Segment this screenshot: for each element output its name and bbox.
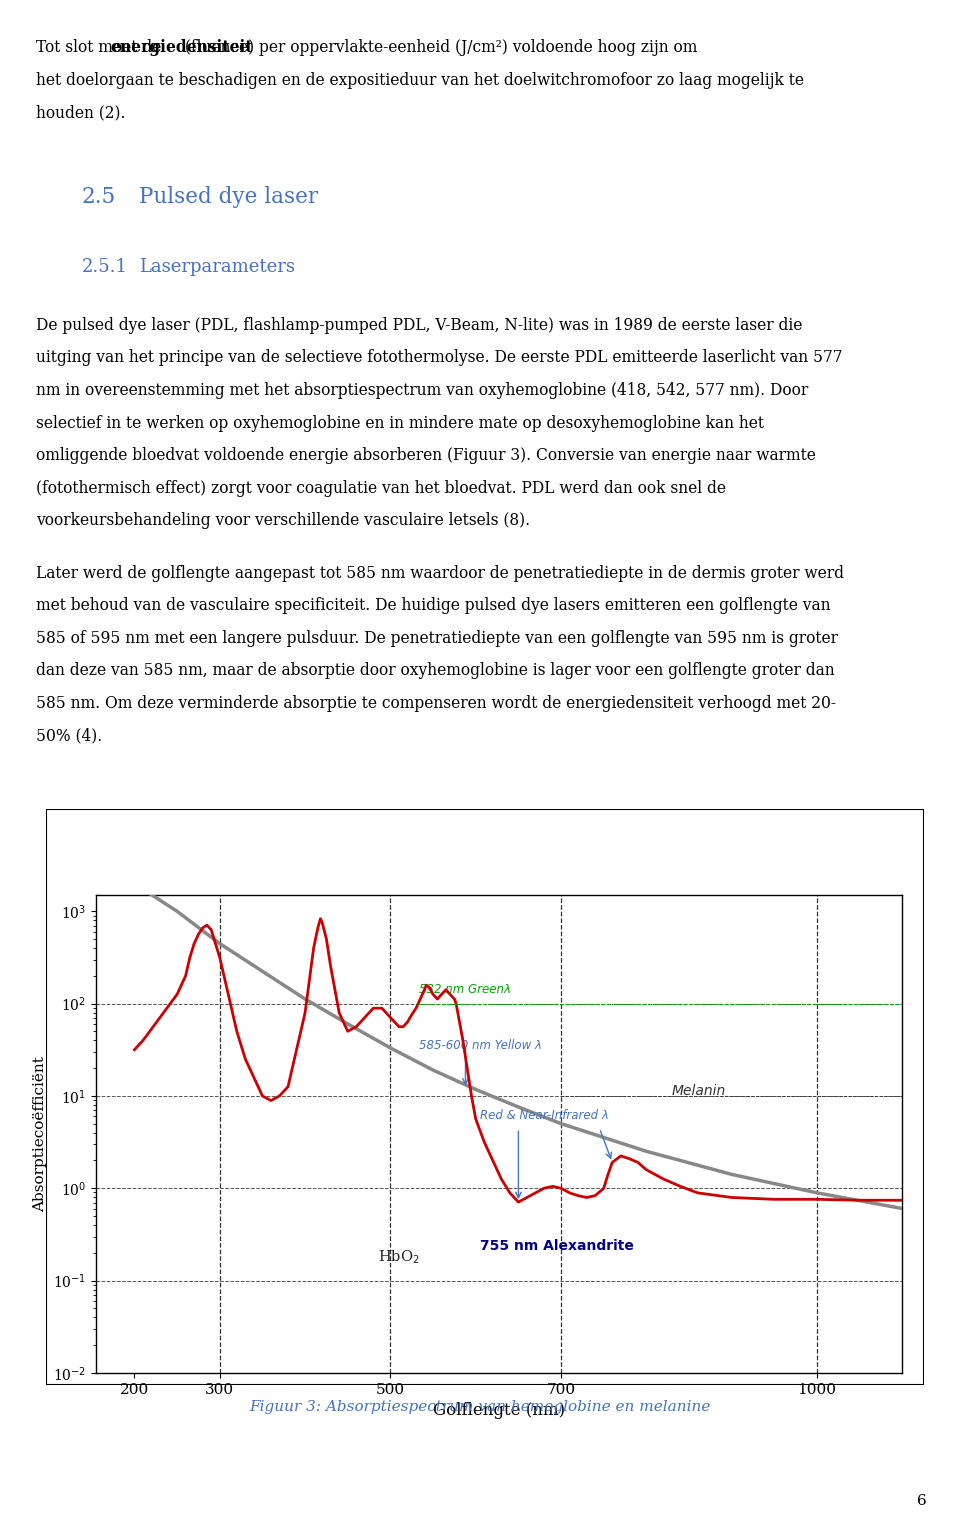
Text: 50% (4).: 50% (4). <box>36 728 103 745</box>
Text: uitging van het principe van de selectieve fotothermolyse. De eerste PDL emittee: uitging van het principe van de selectie… <box>36 349 843 366</box>
Text: nm in overeenstemming met het absorptiespectrum van oxyhemoglobine (418, 542, 57: nm in overeenstemming met het absorpties… <box>36 382 808 399</box>
X-axis label: Golflengte (nm): Golflengte (nm) <box>433 1402 565 1420</box>
Text: (fotothermisch effect) zorgt voor coagulatie van het bloedvat. PDL werd dan ook : (fotothermisch effect) zorgt voor coagul… <box>36 479 727 496</box>
Text: 585-600 nm Yellow λ: 585-600 nm Yellow λ <box>420 1039 542 1051</box>
Text: Tot slot moet de: Tot slot moet de <box>36 39 167 56</box>
Text: 532 nm Greenλ: 532 nm Greenλ <box>420 983 512 997</box>
Text: Melanin: Melanin <box>672 1085 727 1098</box>
Text: omliggende bloedvat voldoende energie absorberen (Figuur 3). Conversie van energ: omliggende bloedvat voldoende energie ab… <box>36 448 816 464</box>
Text: houden (2).: houden (2). <box>36 105 126 121</box>
Text: Laserparameters: Laserparameters <box>139 258 296 276</box>
Text: 6: 6 <box>917 1494 926 1508</box>
Text: 585 of 595 nm met een langere pulsduur. De penetratiediepte van een golflengte v: 585 of 595 nm met een langere pulsduur. … <box>36 630 838 646</box>
Text: het doelorgaan te beschadigen en de expositieduur van het doelwitchromofoor zo l: het doelorgaan te beschadigen en de expo… <box>36 71 804 90</box>
Text: (fluence) per oppervlakte-eenheid (J/cm²) voldoende hoog zijn om: (fluence) per oppervlakte-eenheid (J/cm²… <box>180 39 698 56</box>
Text: De pulsed dye laser (PDL, flashlamp-pumped PDL, V-Beam, N-lite) was in 1989 de e: De pulsed dye laser (PDL, flashlamp-pump… <box>36 317 803 334</box>
Text: energiedensiteit: energiedensiteit <box>110 39 253 56</box>
Text: met behoud van de vasculaire specificiteit. De huidige pulsed dye lasers emitter: met behoud van de vasculaire specificite… <box>36 598 831 614</box>
Text: dan deze van 585 nm, maar de absorptie door oxyhemoglobine is lager voor een gol: dan deze van 585 nm, maar de absorptie d… <box>36 663 835 680</box>
Text: 2.5: 2.5 <box>82 187 116 208</box>
Y-axis label: Absorptiecoëfficiënt: Absorptiecoëfficiënt <box>34 1056 48 1212</box>
Text: 585 nm. Om deze verminderde absorptie te compenseren wordt de energiedensiteit v: 585 nm. Om deze verminderde absorptie te… <box>36 695 836 711</box>
Text: Figuur 3: Absorptiespectrum van hemoglobine en melanine: Figuur 3: Absorptiespectrum van hemoglob… <box>250 1400 710 1414</box>
Text: HbO$_2$: HbO$_2$ <box>377 1248 420 1267</box>
Text: Red & Near-Infrared λ: Red & Near-Infrared λ <box>480 1109 609 1121</box>
Text: Later werd de golflengte aangepast tot 585 nm waardoor de penetratiediepte in de: Later werd de golflengte aangepast tot 5… <box>36 564 845 581</box>
Text: selectief in te werken op oxyhemoglobine en in mindere mate op desoxyhemoglobine: selectief in te werken op oxyhemoglobine… <box>36 414 764 431</box>
Text: voorkeursbehandeling voor verschillende vasculaire letsels (8).: voorkeursbehandeling voor verschillende … <box>36 513 531 529</box>
Text: 2.5.1: 2.5.1 <box>82 258 128 276</box>
Text: Pulsed dye laser: Pulsed dye laser <box>139 187 319 208</box>
Text: 755 nm Alexandrite: 755 nm Alexandrite <box>480 1239 634 1253</box>
